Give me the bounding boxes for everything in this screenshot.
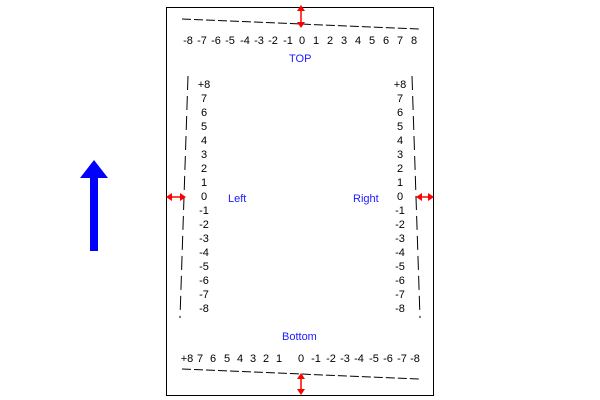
top-scale-tick: 2 [326,35,334,47]
left-scale-tick: -5 [199,261,209,273]
top-scale-tick: 5 [368,35,376,47]
bottom-scale-tick: -8 [410,353,420,365]
top-scale: -8 -7 -6 -5 -4 -3 -2 -1 0 1 2 3 4 5 6 7 8 [0,35,600,49]
right-scale-tick: -7 [395,289,405,301]
top-scale-tick: -2 [268,35,278,47]
left-scale-tick: -8 [199,303,209,315]
bottom-scale-tick: 6 [209,353,217,365]
right-scale-tick: 4 [396,135,404,147]
right-scale-tick: -1 [395,205,405,217]
top-scale-tick: -7 [197,35,207,47]
left-scale-tick: -6 [199,275,209,287]
bottom-scale-tick: 5 [223,353,231,365]
paper-sheet [166,7,434,396]
top-scale-tick: -3 [254,35,264,47]
bottom-label: Bottom [282,331,317,343]
left-scale-tick: -1 [199,205,209,217]
left-label: Left [228,193,247,205]
bottom-scale-tick: 3 [249,353,257,365]
bottom-scale-tick: 2 [262,353,270,365]
right-scale-tick: 6 [396,107,404,119]
top-scale-tick: -8 [183,35,193,47]
bottom-scale-tick: -5 [369,353,379,365]
right-scale-tick: -8 [395,303,405,315]
right-scale-tick: 0 [396,191,404,203]
left-scale-tick: -2 [199,219,209,231]
left-scale-tick: 2 [200,163,208,175]
top-scale-tick: 8 [410,35,418,47]
top-scale-tick: 4 [354,35,362,47]
bottom-scale-tick: +8 [180,353,194,365]
left-scale-tick: +8 [197,79,211,91]
left-scale-tick: 1 [200,177,208,189]
left-scale-tick: 5 [200,121,208,133]
left-scale-tick: -3 [199,233,209,245]
top-scale-tick: 0 [298,35,306,47]
left-scale-tick: -7 [199,289,209,301]
right-label: Right [353,193,379,205]
top-label: TOP [289,53,312,65]
top-scale-tick: -4 [240,35,250,47]
bottom-scale-tick: 4 [236,353,244,365]
right-scale: +8 7 6 5 4 3 2 1 0 -1 -2 -3 -4 -5 -6 -7 -8 [391,79,409,319]
bottom-scale-tick: 1 [275,353,283,365]
left-scale-tick: 0 [200,191,208,203]
top-scale-tick: 3 [340,35,348,47]
bottom-scale-tick: 0 [297,353,305,365]
bottom-scale: +8 7 6 5 4 3 2 1 0 -1 -2 -3 -4 -5 -6 -7 -8 [0,353,600,367]
bottom-scale-tick: 7 [196,353,204,365]
left-scale-tick: 4 [200,135,208,147]
bottom-scale-tick: -7 [397,353,407,365]
bottom-scale-tick: -6 [383,353,393,365]
right-scale-tick: -5 [395,261,405,273]
right-scale-tick: -2 [395,219,405,231]
top-scale-tick: -1 [283,35,293,47]
bottom-scale-tick: -2 [326,353,336,365]
right-scale-tick: -4 [395,247,405,259]
right-scale-tick: +8 [393,79,407,91]
bottom-scale-tick: -4 [354,353,364,365]
bottom-scale-tick: -3 [340,353,350,365]
top-scale-tick: -5 [225,35,235,47]
feed-direction-up-arrow-icon [80,160,108,251]
right-scale-tick: 3 [396,149,404,161]
right-scale-tick: 5 [396,121,404,133]
top-scale-tick: -6 [211,35,221,47]
bottom-scale-tick: -1 [311,353,321,365]
top-scale-tick: 1 [312,35,320,47]
left-scale-tick: 6 [200,107,208,119]
left-scale-tick: 7 [200,93,208,105]
right-scale-tick: 1 [396,177,404,189]
right-scale-tick: 7 [396,93,404,105]
left-scale-tick: 3 [200,149,208,161]
right-scale-tick: 2 [396,163,404,175]
left-scale-tick: -4 [199,247,209,259]
top-scale-tick: 7 [396,35,404,47]
left-scale: +8 7 6 5 4 3 2 1 0 -1 -2 -3 -4 -5 -6 -7 -8 [195,79,213,319]
right-scale-tick: -6 [395,275,405,287]
right-scale-tick: -3 [395,233,405,245]
top-scale-tick: 6 [382,35,390,47]
